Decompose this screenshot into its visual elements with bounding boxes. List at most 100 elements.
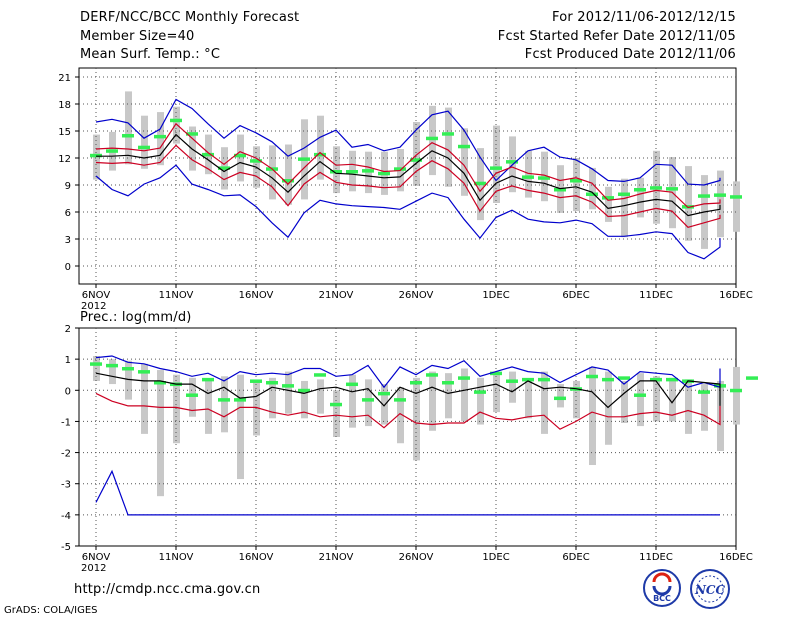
- temp-observed-marker: [602, 196, 614, 200]
- prec-xtick-label: 1DEC: [482, 552, 509, 563]
- temp-observed-marker: [714, 193, 726, 197]
- prec-box: [237, 374, 244, 480]
- temp-observed-marker: [330, 170, 342, 174]
- temp-xtick-label: 6DEC: [562, 290, 589, 301]
- member-size: Member Size=40: [80, 29, 195, 44]
- temp-observed-marker: [570, 179, 582, 183]
- temp-observed-marker: [442, 132, 454, 136]
- prec-ytick-label: 1: [65, 355, 71, 366]
- temp-line-lower: [95, 144, 721, 228]
- temp-observed-marker: [138, 145, 150, 150]
- temp-ytick-label: 12: [58, 154, 71, 165]
- bcc-logo-icon: BCC: [643, 569, 681, 607]
- source-url[interactable]: http://cmdp.ncc.cma.gov.cn: [74, 582, 261, 597]
- temp-box: [589, 167, 596, 210]
- temp-observed-marker: [490, 166, 502, 170]
- prec-observed-marker: [586, 374, 598, 379]
- prec-xtick-label: 11NOV: [159, 552, 194, 563]
- prec-box: [365, 379, 372, 427]
- prec-observed-marker: [154, 381, 166, 385]
- prec-observed-marker: [282, 384, 294, 388]
- temp-observed-marker: [122, 134, 134, 138]
- prec-box: [413, 377, 420, 461]
- prec-xtick-label: 16NOV: [239, 552, 274, 563]
- temp-observed-marker: [202, 152, 214, 157]
- temp-observed-marker: [634, 188, 646, 192]
- prec-observed-marker: [538, 377, 550, 382]
- temp-box: [637, 177, 644, 218]
- prec-observed-marker: [618, 376, 630, 380]
- temp-observed-marker: [426, 136, 438, 141]
- prec-ytick-label: -3: [61, 480, 71, 491]
- prec-box: [141, 363, 148, 434]
- temp-xtick-label: 2012: [81, 301, 106, 312]
- prec-observed-marker: [522, 377, 534, 382]
- temp-ytick-label: 9: [65, 181, 71, 192]
- temp-ytick-label: 3: [65, 235, 71, 246]
- precip-label: Prec.: log(mm/d): [80, 310, 192, 325]
- bcc-logo-text: BCC: [653, 594, 671, 603]
- temp-observed-marker: [650, 186, 662, 190]
- temp-observed-marker: [666, 187, 678, 191]
- temp-box: [717, 170, 724, 238]
- prec-observed-marker: [410, 381, 422, 385]
- prec-box: [445, 373, 452, 419]
- prec-line-upper_blue: [95, 355, 721, 389]
- temp-observed-marker: [506, 160, 518, 164]
- temp-box: [157, 112, 164, 166]
- temp-observed-marker: [522, 175, 534, 179]
- prec-xtick-label: 11DEC: [639, 552, 673, 563]
- temp-observed-marker: [410, 158, 422, 162]
- temp-ytick-label: 21: [58, 73, 71, 84]
- prec-observed-marker: [506, 379, 518, 383]
- temp-observed-marker: [458, 144, 470, 149]
- prec-observed-marker: [138, 370, 150, 374]
- ncc-logo: NCC: [688, 568, 732, 610]
- temp-observed-marker: [250, 159, 262, 163]
- prec-xtick-label: 6DEC: [562, 552, 589, 563]
- prec-line-max: [95, 469, 720, 516]
- temp-xtick-label: 21NOV: [319, 290, 354, 301]
- temp-box: [285, 144, 292, 205]
- temp-observed-marker: [90, 153, 102, 158]
- prec-box: [493, 374, 500, 413]
- prec-box: [573, 380, 580, 419]
- prec-xtick-label: 6NOV: [82, 552, 111, 563]
- prec-observed-marker: [250, 379, 262, 383]
- temp-observed-marker: [282, 179, 294, 183]
- prec-box: [397, 387, 404, 444]
- prec-box: [541, 371, 548, 434]
- temp-box: [445, 107, 452, 187]
- prec-box: [509, 371, 516, 403]
- temp-observed-marker: [314, 152, 326, 157]
- prec-observed-marker: [266, 381, 278, 385]
- prec-observed-marker: [490, 371, 502, 376]
- prec-observed-marker: [650, 377, 662, 382]
- temp-box: [621, 178, 628, 238]
- prec-observed-marker: [474, 390, 486, 394]
- temp-xtick-label: 6NOV: [82, 290, 111, 301]
- prec-box: [157, 370, 164, 497]
- prec-ytick-label: 0: [65, 386, 71, 397]
- prec-xtick-label: 26NOV: [399, 552, 434, 563]
- temp-ytick-label: 0: [65, 262, 71, 273]
- temp-observed-marker: [618, 192, 630, 196]
- prec-box: [733, 366, 740, 425]
- temp-xtick-label: 11NOV: [159, 290, 194, 301]
- prec-box: [429, 371, 436, 431]
- prec-box: [349, 374, 356, 428]
- prec-ytick-label: 2: [65, 324, 71, 335]
- temp-box: [317, 115, 324, 180]
- prec-observed-marker: [554, 396, 566, 401]
- prec-box: [125, 360, 132, 400]
- temp-observed-marker: [378, 171, 390, 176]
- produced-date: Fcst Produced Date 2012/11/06: [524, 47, 736, 62]
- prec-observed-marker: [746, 376, 758, 380]
- temp-observed-marker: [186, 132, 198, 136]
- prec-box: [221, 376, 228, 433]
- prec-box: [381, 384, 388, 425]
- prec-observed-marker: [394, 398, 406, 402]
- temp-box: [189, 126, 196, 171]
